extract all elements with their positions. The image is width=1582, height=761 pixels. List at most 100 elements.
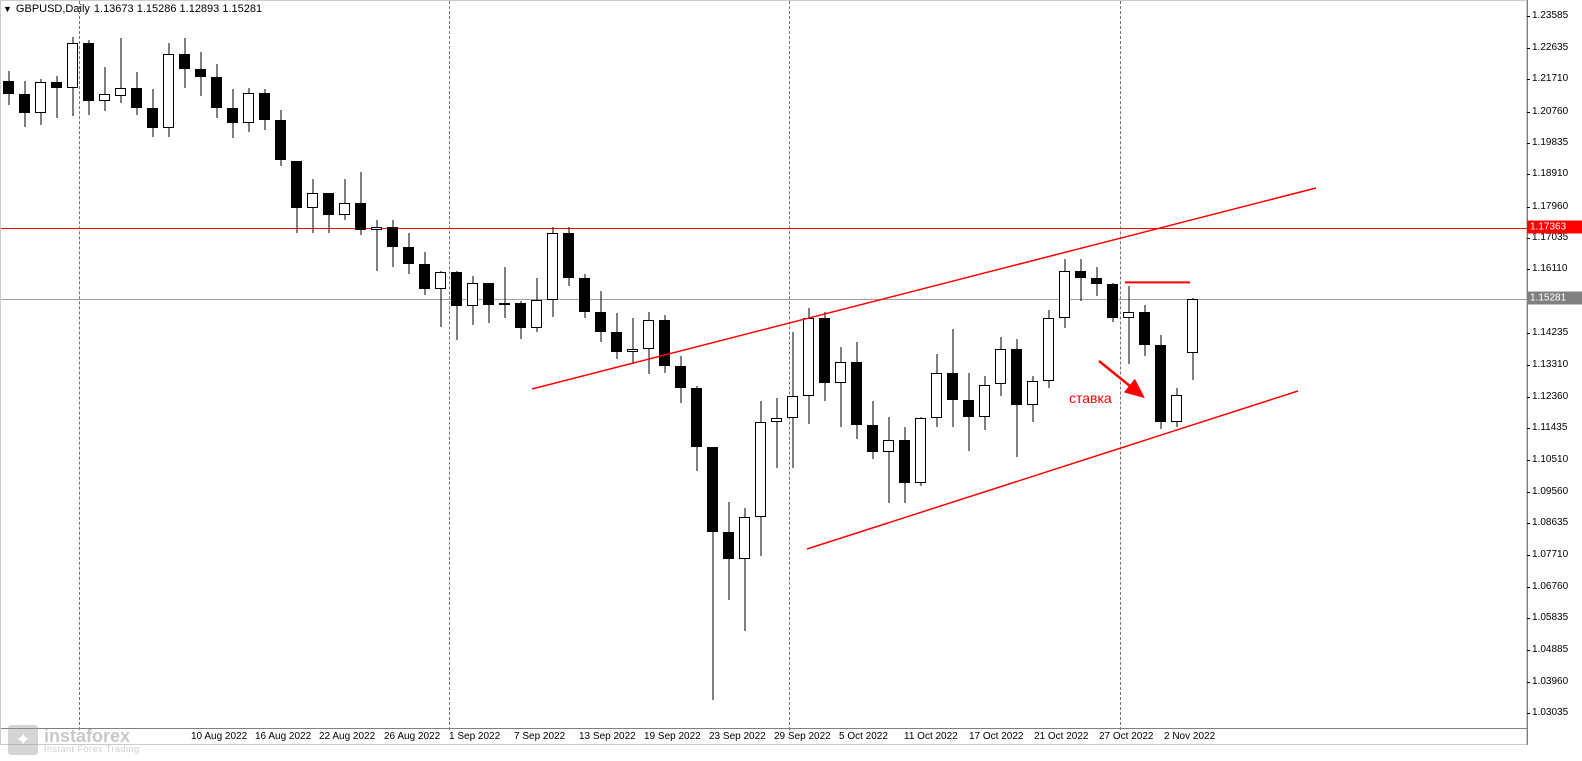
- candle: [899, 427, 910, 503]
- candle: [1011, 339, 1022, 458]
- y-tick: 1.07710: [1527, 550, 1582, 560]
- candle: [499, 267, 510, 318]
- watermark-sub: Instant Forex Trading: [44, 745, 140, 754]
- x-tick: 1 Sep 2022: [449, 731, 500, 742]
- grid-vertical: [79, 1, 80, 730]
- candle: [419, 252, 430, 294]
- candle: [291, 162, 302, 233]
- candle: [755, 401, 766, 555]
- candle: [611, 313, 622, 359]
- symbol-label: GBPUSD,Daily: [16, 3, 90, 15]
- y-tick: 1.08635: [1527, 518, 1582, 528]
- candle: [211, 64, 222, 118]
- candle: [403, 233, 414, 274]
- candle: [451, 271, 462, 341]
- x-tick: 17 Oct 2022: [969, 731, 1023, 742]
- y-tick: 1.05835: [1527, 613, 1582, 623]
- candle: [1107, 283, 1118, 322]
- candle: [339, 179, 350, 220]
- candle: [99, 67, 110, 111]
- y-tick: 1.10510: [1527, 455, 1582, 465]
- y-tick: 1.04885: [1527, 645, 1582, 655]
- x-tick: 21 Oct 2022: [1034, 731, 1088, 742]
- y-tick: 1.17960: [1527, 202, 1582, 212]
- candle: [739, 508, 750, 630]
- candle: [275, 110, 286, 166]
- y-tick: 1.12360: [1527, 392, 1582, 402]
- candle: [67, 37, 78, 117]
- candle: [371, 220, 382, 271]
- y-tick: 1.06760: [1527, 582, 1582, 592]
- plot-area[interactable]: ставка: [1, 1, 1528, 730]
- candle: [483, 283, 494, 324]
- candle: [51, 76, 62, 118]
- candle: [563, 227, 574, 286]
- ohlc-label: 1.13673 1.15286 1.12893 1.15281: [94, 3, 262, 15]
- y-tick: 1.03960: [1527, 677, 1582, 687]
- x-tick: 2 Nov 2022: [1164, 731, 1215, 742]
- candle: [131, 72, 142, 114]
- candle: [867, 401, 878, 459]
- candle: [35, 79, 46, 125]
- candle: [819, 312, 830, 402]
- y-tick: 1.13310: [1527, 360, 1582, 370]
- candle: [547, 227, 558, 317]
- candle: [259, 89, 270, 130]
- candle: [787, 332, 798, 468]
- candle: [643, 312, 654, 375]
- x-tick: 26 Aug 2022: [384, 731, 440, 742]
- collapse-arrow-icon[interactable]: ▼: [3, 4, 12, 14]
- candle: [115, 38, 126, 102]
- candle: [1171, 388, 1182, 427]
- y-tick: 1.18910: [1527, 169, 1582, 179]
- candle: [19, 81, 30, 127]
- candle: [195, 52, 206, 96]
- candle: [435, 271, 446, 327]
- y-tick: 1.03035: [1527, 708, 1582, 718]
- candle: [531, 278, 542, 332]
- price-label: 1.17363: [1527, 220, 1582, 233]
- candle: [515, 301, 526, 338]
- candle: [1027, 376, 1038, 422]
- x-tick: 10 Aug 2022: [191, 731, 247, 742]
- candle: [883, 417, 894, 504]
- y-tick: 1.16110: [1527, 264, 1582, 274]
- candle: [595, 291, 606, 342]
- y-tick: 1.09560: [1527, 487, 1582, 497]
- current-price-line: [1, 299, 1528, 300]
- candle: [163, 43, 174, 136]
- y-tick: 1.22635: [1527, 43, 1582, 53]
- x-axis: 10 Aug 202216 Aug 202222 Aug 202226 Aug …: [1, 728, 1528, 744]
- x-tick: 23 Sep 2022: [709, 731, 766, 742]
- candle: [963, 373, 974, 451]
- x-tick: 5 Oct 2022: [839, 731, 888, 742]
- y-tick: 1.21710: [1527, 74, 1582, 84]
- x-tick: 22 Aug 2022: [319, 731, 375, 742]
- y-tick: 1.11435: [1527, 423, 1582, 433]
- candle: [323, 193, 334, 234]
- x-tick: 13 Sep 2022: [579, 731, 636, 742]
- candle: [803, 308, 814, 423]
- candle: [579, 274, 590, 318]
- watermark-main: instaforex: [44, 727, 140, 745]
- candle: [1123, 286, 1134, 364]
- candle: [1091, 267, 1102, 296]
- y-tick: 1.14235: [1527, 328, 1582, 338]
- candle: [179, 38, 190, 87]
- x-tick: 27 Oct 2022: [1099, 731, 1153, 742]
- x-tick: 19 Sep 2022: [644, 731, 701, 742]
- chart-header: ▼ GBPUSD,Daily 1.13673 1.15286 1.12893 1…: [3, 3, 262, 15]
- candle: [1155, 335, 1166, 428]
- candle: [1187, 298, 1198, 379]
- candle: [979, 376, 990, 430]
- candle: [627, 318, 638, 364]
- price-label: 1.15281: [1527, 291, 1582, 304]
- candle: [1139, 305, 1150, 356]
- candle: [931, 354, 942, 427]
- x-tick: 29 Sep 2022: [774, 731, 831, 742]
- candle: [387, 220, 398, 268]
- annotation-text: ставка: [1069, 390, 1112, 406]
- candle: [947, 329, 958, 427]
- y-tick: 1.23585: [1527, 11, 1582, 21]
- candle: [1075, 259, 1086, 301]
